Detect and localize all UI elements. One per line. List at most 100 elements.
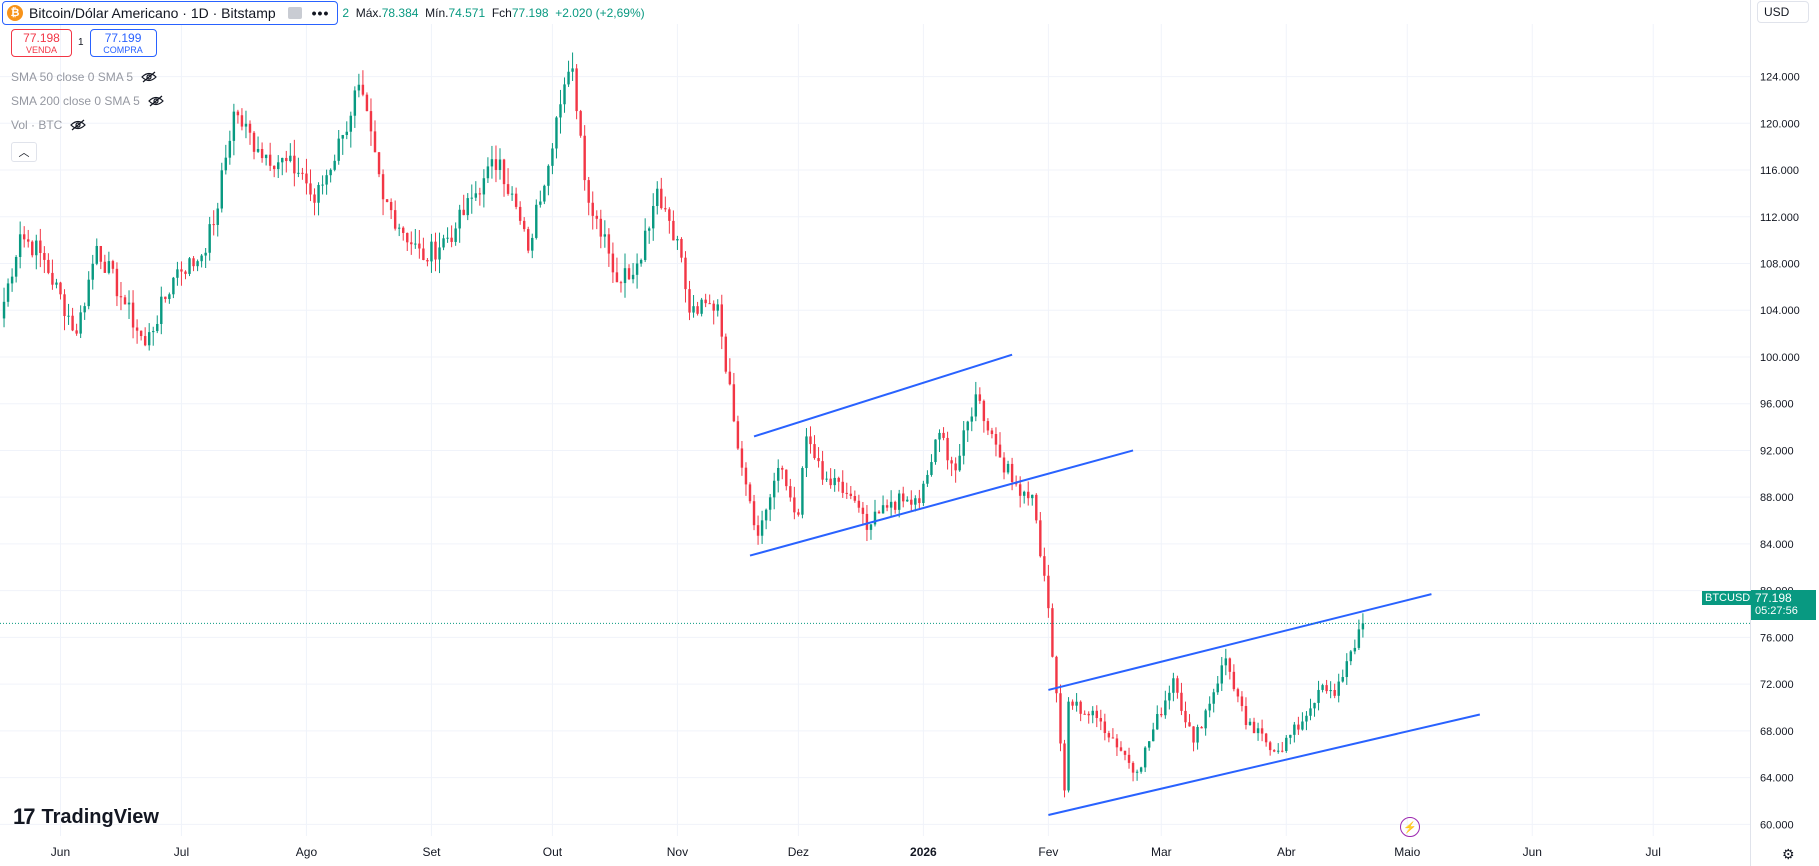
candle-body <box>1216 683 1219 693</box>
candle-body <box>696 306 699 314</box>
candle-body <box>1079 701 1082 714</box>
candle-body <box>264 154 268 159</box>
candle-body <box>918 498 921 504</box>
candle-body <box>470 197 473 199</box>
candle-body <box>256 149 260 152</box>
candle-body <box>402 227 405 233</box>
candle-body <box>430 241 433 262</box>
candle-body <box>998 444 1002 458</box>
candle-body <box>1200 727 1203 729</box>
eye-off-icon[interactable] <box>70 119 87 131</box>
candle-body <box>748 484 752 502</box>
candle-body <box>966 421 969 431</box>
candle-body <box>897 493 901 510</box>
candle-body <box>95 245 98 264</box>
time-tick-label: Dez <box>788 845 809 859</box>
currency-selector[interactable]: USD <box>1757 1 1809 23</box>
candle-body <box>768 497 772 510</box>
symbol-box[interactable]: ₿ Bitcoin/Dólar Americano · 1D · Bitstam… <box>2 1 339 25</box>
candle-body <box>107 261 111 273</box>
indicator-volume[interactable]: Vol · BTC <box>11 118 87 132</box>
candle-body <box>454 228 457 242</box>
candle-body <box>865 513 869 530</box>
candle-body <box>506 184 510 194</box>
candle-body <box>1083 713 1086 715</box>
candle-body <box>184 271 187 274</box>
eye-off-icon[interactable] <box>141 71 157 83</box>
candle-body <box>611 253 615 273</box>
trendline <box>1048 593 1432 691</box>
candle-body <box>341 134 344 139</box>
candle-body <box>1188 722 1191 727</box>
candle-body <box>893 501 897 510</box>
candle-body <box>583 135 586 181</box>
candle-body <box>1135 771 1139 773</box>
more-icon[interactable]: ••• <box>311 5 330 21</box>
indicator-sma50[interactable]: SMA 50 close 0 SMA 5 <box>11 70 157 84</box>
candle-body <box>510 193 514 195</box>
candle-body <box>369 111 373 132</box>
candle-body <box>135 327 139 331</box>
candle-body <box>297 172 300 174</box>
candle-body <box>168 294 171 300</box>
bitcoin-icon: ₿ <box>7 5 23 21</box>
candle-body <box>79 312 82 334</box>
candle-body <box>793 497 796 513</box>
candle-body <box>51 272 54 285</box>
candle-body <box>59 282 62 295</box>
candle-body <box>902 493 905 502</box>
candle-body <box>1035 494 1038 521</box>
candle-body <box>1264 733 1268 743</box>
candle-body <box>236 111 240 116</box>
price-tick-label: 112.000 <box>1760 212 1799 224</box>
symbol-title[interactable]: Bitcoin/Dólar Americano · 1D · Bitstamp <box>29 5 276 21</box>
low-value: 74.571 <box>448 6 486 20</box>
candle-body <box>869 524 873 530</box>
candle-body <box>837 477 840 482</box>
candle-body <box>139 330 143 337</box>
buy-button[interactable]: 77.199 COMPRA <box>89 29 157 57</box>
candle-body <box>1087 713 1090 716</box>
candle-body <box>1341 677 1344 682</box>
candle-body <box>321 184 324 186</box>
candle-body <box>1349 651 1353 662</box>
candle-body <box>1002 457 1006 473</box>
candle-body <box>1127 754 1131 763</box>
candle-body <box>1297 724 1300 730</box>
candle-body <box>958 455 961 471</box>
candle-body <box>777 467 780 481</box>
candle-body <box>228 140 232 158</box>
sell-label: VENDA <box>25 45 57 55</box>
tradingview-logo[interactable]: 17 TradingView <box>13 804 159 830</box>
candle-body <box>1337 681 1340 696</box>
time-tick-label: Maio <box>1394 845 1420 859</box>
candle-body <box>1071 701 1074 706</box>
candle-body <box>660 188 663 209</box>
indicator-sma200[interactable]: SMA 200 close 0 SMA 5 <box>11 94 164 108</box>
sell-button[interactable]: 77.198 VENDA <box>11 29 72 57</box>
candle-body <box>1204 710 1207 729</box>
eye-off-icon[interactable] <box>287 7 302 19</box>
candle-body <box>789 486 792 498</box>
indicator-label: SMA 50 close 0 SMA 5 <box>11 70 134 84</box>
lightning-icon[interactable]: ⚡ <box>1400 817 1420 837</box>
collapse-legend-button[interactable]: ︿ <box>11 142 37 162</box>
gear-icon[interactable]: ⚙ <box>1782 846 1795 862</box>
candle-body <box>950 460 953 464</box>
candle-body <box>740 448 744 468</box>
candle-body <box>599 218 603 237</box>
candle-body <box>914 498 917 505</box>
price-tick-label: 84.000 <box>1760 539 1794 551</box>
eye-off-icon[interactable] <box>147 95 164 107</box>
candle-body <box>204 252 207 256</box>
candle-body <box>6 283 10 302</box>
price-tick-label: 68.000 <box>1760 726 1794 738</box>
candle-body <box>438 247 441 260</box>
chevron-up-icon: ︿ <box>18 147 30 159</box>
candle-body <box>1027 491 1030 499</box>
candle-body <box>1232 671 1236 690</box>
candle-body <box>700 299 703 314</box>
candle-body <box>595 215 598 219</box>
candle-body <box>22 234 26 240</box>
